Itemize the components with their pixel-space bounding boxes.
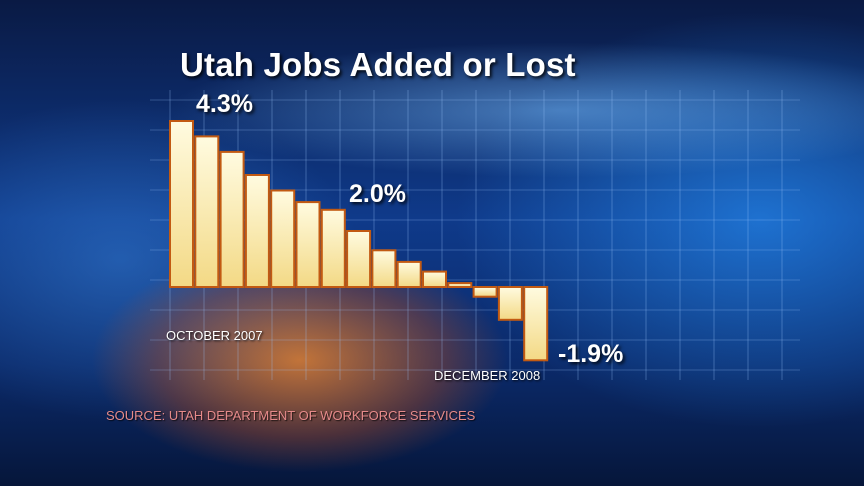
bar (270, 189, 296, 288)
bar (169, 120, 194, 288)
bar (295, 201, 321, 289)
bar (371, 249, 397, 289)
date-label-end: DECEMBER 2008 (434, 368, 541, 383)
bar (523, 286, 549, 362)
bar (219, 150, 245, 288)
bar (194, 135, 220, 288)
bar (244, 174, 270, 288)
data-label-last: -1.9% (558, 340, 624, 368)
data-label-first: 4.3% (196, 90, 253, 118)
chart-title: Utah Jobs Added or Lost (180, 46, 576, 83)
bar (320, 208, 346, 288)
data-label-mid: 2.0% (349, 180, 406, 208)
date-label-start: OCTOBER 2007 (166, 328, 263, 343)
bar (497, 286, 523, 321)
bar (396, 260, 422, 288)
bar (472, 286, 498, 298)
bar (447, 282, 473, 289)
source-note: SOURCE: UTAH DEPARTMENT OF WORKFORCE SER… (106, 408, 476, 423)
bar (346, 230, 372, 288)
bar (422, 270, 447, 289)
